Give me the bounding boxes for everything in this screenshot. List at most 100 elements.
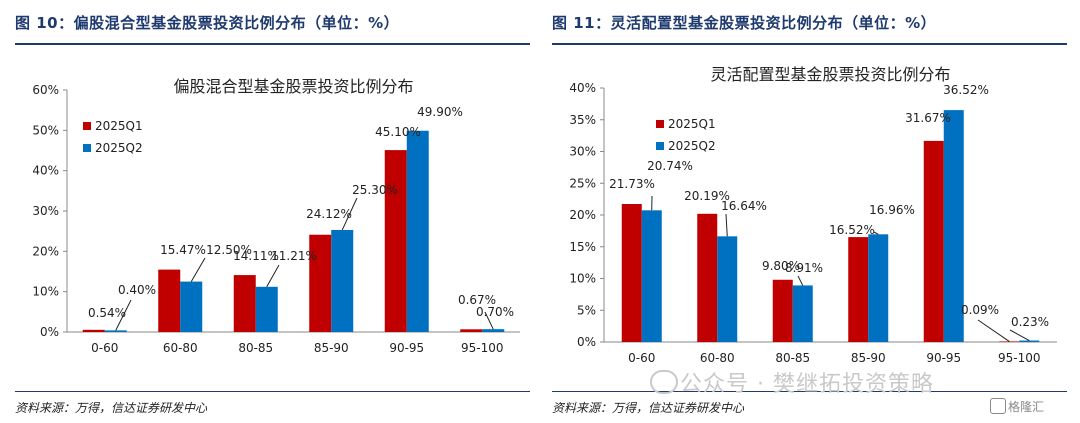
bar-2025Q1-0-60: [82, 329, 105, 332]
legend-label: 2025Q1: [668, 117, 716, 131]
bar-2025Q1-85-90: [848, 237, 869, 342]
chart-equity-hybrid: 偏股混合型基金股票投资比例分布 0% 10% 20% 30% 40% 50% 60% 0-60 6…: [32, 77, 520, 355]
x-tick-label: 0-60: [628, 351, 655, 365]
y-tick-label: 15%: [569, 240, 596, 254]
data-label: 15.47%: [160, 243, 206, 257]
y-tick-label: 5%: [577, 303, 596, 317]
bar-2025Q1-90-95: [384, 150, 407, 332]
label-leader: [1009, 329, 1030, 341]
logo-text: 格隆汇: [1008, 400, 1045, 414]
y-tick-label: 30%: [32, 204, 59, 218]
label-leader: [797, 275, 804, 286]
data-label: 36.52%: [943, 83, 989, 97]
bar-2025Q2-80-85: [792, 285, 813, 342]
bar-2025Q2-85-90: [331, 229, 354, 332]
data-label: 0.54%: [88, 306, 126, 320]
figure-11-panel: 图 11：灵活配置型基金股票投资比例分布（单位：%） 灵活配置型基金股票投资比例…: [552, 0, 1067, 423]
title-rule: [15, 43, 530, 45]
data-label: 11.21%: [271, 249, 317, 263]
y-tick-label: 10%: [32, 285, 59, 299]
x-tick-label: 60-80: [700, 351, 735, 365]
data-label: 49.90%: [417, 105, 463, 119]
legend-label: 2025Q1: [95, 119, 143, 133]
bar-2025Q2-80-85: [255, 286, 278, 332]
data-label: 12.50%: [206, 243, 252, 257]
x-tick-label: 90-95: [389, 341, 424, 355]
y-tick-label: 30%: [569, 145, 596, 159]
data-label: 8.91%: [785, 261, 823, 275]
legend-swatch: [83, 122, 91, 130]
bar-2025Q2-95-100: [482, 329, 505, 332]
bar-2025Q1-90-95: [923, 140, 944, 342]
bar-2025Q2-90-95: [943, 110, 964, 343]
source-note: 资料来源：万得，信达证券研发中心: [15, 401, 208, 415]
y-tick-label: 0%: [40, 325, 59, 339]
figure-title: 图 11：灵活配置型基金股票投资比例分布（单位：%）: [552, 14, 937, 32]
bar-2025Q2-0-60: [104, 330, 127, 332]
x-tick-label: 0-60: [91, 341, 118, 355]
chart-title: 偏股混合型基金股票投资比例分布: [173, 77, 413, 96]
legend-label: 2025Q2: [95, 141, 143, 155]
data-label: 0.67%: [458, 293, 496, 307]
bar-2025Q1-80-85: [233, 275, 256, 332]
legend-swatch: [656, 142, 664, 150]
data-label: 0.23%: [1011, 315, 1049, 329]
x-tick-label: 85-90: [851, 351, 886, 365]
figure-10-panel: 图 10：偏股混合型基金股票投资比例分布（单位：%） 偏股混合型基金股票投资比例…: [15, 0, 530, 423]
bar-2025Q2-60-80: [717, 236, 738, 342]
data-label: 24.12%: [306, 207, 352, 221]
logo-icon: [990, 398, 1006, 414]
data-label: 0.70%: [476, 305, 514, 319]
data-label: 45.10%: [375, 125, 421, 139]
data-label: 21.73%: [609, 177, 655, 191]
data-label: 20.74%: [647, 159, 693, 173]
y-tick-label: 0%: [577, 335, 596, 349]
data-label: 0.09%: [961, 303, 999, 317]
y-tick-label: 35%: [569, 113, 596, 127]
source-note: 资料来源：万得，信达证券研发中心: [552, 401, 745, 415]
data-label: 16.64%: [721, 199, 767, 213]
source-rule: [15, 391, 530, 392]
x-tick-label: 80-85: [238, 341, 273, 355]
bar-2025Q2-60-80: [180, 281, 203, 332]
source-rule: [552, 391, 1067, 392]
data-label: 0.40%: [118, 283, 156, 297]
data-label: 9.80%: [762, 259, 800, 273]
x-tick-label: 90-95: [926, 351, 961, 365]
title-rule: [552, 43, 1067, 45]
y-tick-label: 25%: [569, 176, 596, 190]
data-label: 20.19%: [684, 189, 730, 203]
data-label: 14.11%: [233, 249, 279, 263]
bar-2025Q1-60-80: [697, 213, 718, 342]
bar-2025Q1-80-85: [772, 279, 793, 342]
y-tick-label: 40%: [32, 164, 59, 178]
wechat-icon: [650, 370, 678, 394]
y-tick-label: 40%: [569, 81, 596, 95]
bar-2025Q1-95-100: [460, 329, 483, 332]
legend-label: 2025Q2: [668, 139, 716, 153]
legend-swatch: [83, 144, 91, 152]
data-label: 31.67%: [905, 111, 951, 125]
chart-title: 灵活配置型基金股票投资比例分布: [710, 65, 950, 84]
bar-2025Q1-60-80: [158, 269, 181, 332]
label-leader: [873, 231, 879, 235]
y-tick-label: 50%: [32, 123, 59, 137]
data-label: 25.30%: [352, 183, 398, 197]
watermark: 公众号 · 樊继拓投资策略: [680, 372, 934, 397]
bar-2025Q2-90-95: [406, 130, 429, 332]
x-tick-label: 60-80: [163, 341, 198, 355]
chart-flexible-allocation: 灵活配置型基金股票投资比例分布 0% 5% 10% 15% 20% 25% 30% 35% 40%…: [569, 65, 1057, 365]
label-leader: [484, 311, 494, 330]
y-tick-label: 60%: [32, 83, 59, 97]
y-tick-label: 20%: [32, 244, 59, 258]
label-leader: [341, 197, 358, 231]
label-leader: [115, 299, 132, 331]
bar-2025Q2-85-90: [868, 234, 889, 342]
data-label: 16.96%: [869, 203, 915, 217]
bar-2025Q2-95-100: [1019, 340, 1040, 342]
figure-title: 图 10：偏股混合型基金股票投资比例分布（单位：%）: [15, 14, 400, 32]
y-tick-label: 20%: [569, 208, 596, 222]
label-leader: [266, 264, 280, 288]
bar-2025Q1-85-90: [309, 234, 332, 332]
bar-2025Q1-95-100: [999, 341, 1020, 343]
